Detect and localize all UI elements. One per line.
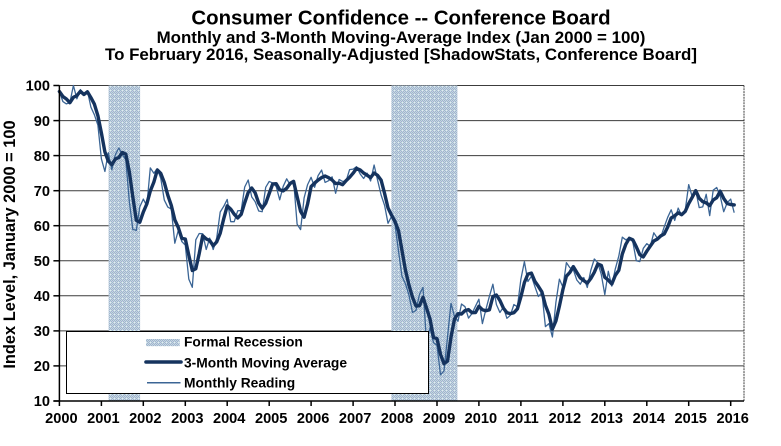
svg-text:2016: 2016 [716, 411, 748, 427]
svg-text:70: 70 [34, 184, 50, 200]
svg-text:2009: 2009 [423, 411, 455, 427]
svg-text:Monthly Reading: Monthly Reading [184, 375, 295, 390]
svg-text:2008: 2008 [381, 411, 413, 427]
svg-text:2013: 2013 [591, 411, 623, 427]
svg-text:2002: 2002 [129, 411, 161, 427]
svg-text:Consumer Confidence -- Confere: Consumer Confidence -- Conference Board [191, 7, 610, 29]
svg-text:Monthly and 3-Month Moving-Ave: Monthly and 3-Month Moving-Average Index… [157, 28, 646, 47]
svg-text:2004: 2004 [213, 411, 246, 427]
svg-text:100: 100 [26, 79, 50, 95]
svg-text:2011: 2011 [507, 411, 539, 427]
svg-text:2006: 2006 [297, 411, 329, 427]
svg-text:2014: 2014 [633, 411, 666, 427]
svg-text:2003: 2003 [171, 411, 203, 427]
svg-text:2007: 2007 [339, 411, 371, 427]
svg-text:90: 90 [34, 114, 50, 130]
svg-text:2001: 2001 [87, 411, 119, 427]
svg-text:Formal Recession: Formal Recession [184, 335, 303, 350]
svg-text:2010: 2010 [465, 411, 497, 427]
svg-text:80: 80 [34, 149, 50, 165]
svg-text:2000: 2000 [45, 411, 77, 427]
svg-text:60: 60 [34, 219, 50, 235]
svg-text:40: 40 [34, 289, 50, 305]
svg-text:10: 10 [34, 394, 50, 410]
svg-text:2005: 2005 [255, 411, 287, 427]
svg-text:20: 20 [34, 359, 50, 375]
svg-text:To February 2016, Seasonally-A: To February 2016, Seasonally-Adjusted [S… [105, 45, 697, 64]
svg-text:2012: 2012 [549, 411, 581, 427]
svg-text:50: 50 [34, 254, 50, 270]
svg-text:3-Month Moving Average: 3-Month Moving Average [184, 356, 347, 371]
svg-text:Index Level, January 2000 = 10: Index Level, January 2000 = 100 [1, 120, 19, 368]
svg-text:30: 30 [34, 324, 50, 340]
svg-text:2015: 2015 [674, 411, 706, 427]
